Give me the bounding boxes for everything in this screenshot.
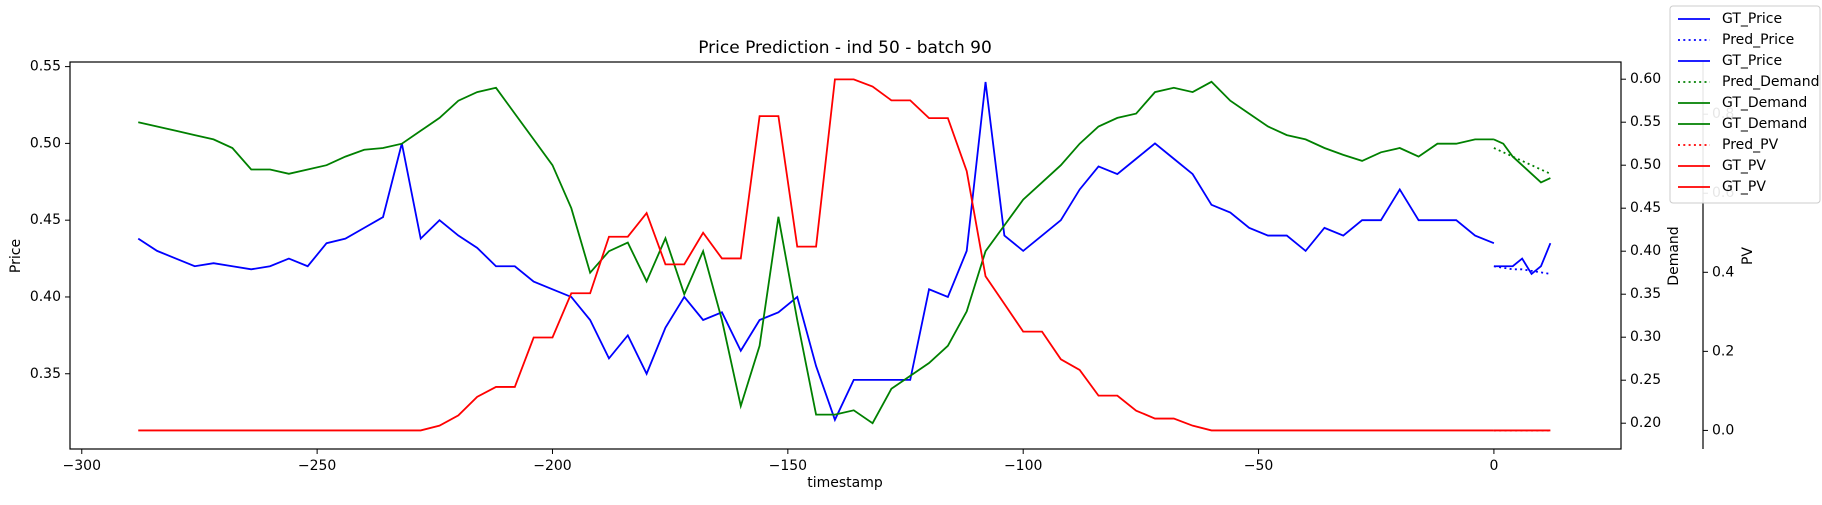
legend-label: Pred_PV (1722, 137, 1779, 153)
legend-label: Pred_Demand (1722, 74, 1820, 90)
y3-tick-label: 0.0 (1712, 422, 1734, 438)
legend-label: Pred_Price (1722, 32, 1794, 48)
y2-tick-label: 0.20 (1630, 415, 1661, 431)
y2-axis-label: Demand (1666, 226, 1682, 285)
series-line (138, 80, 1494, 425)
y2-tick-label: 0.55 (1630, 114, 1661, 130)
series-line (137, 81, 1495, 423)
y2-tick-label: 0.30 (1630, 329, 1661, 345)
x-tick-label: −150 (769, 458, 807, 474)
y-tick-label: 0.50 (30, 135, 61, 151)
x-tick-label: −50 (1244, 458, 1274, 474)
y2-tick-label: 0.45 (1630, 200, 1661, 216)
chart-title: Price Prediction - ind 50 - batch 90 (698, 38, 992, 58)
legend-label: GT_PV (1722, 158, 1766, 174)
y3-tick-label: 0.4 (1712, 264, 1734, 280)
x-tick-label: −100 (1004, 458, 1042, 474)
x-tick-label: −250 (298, 458, 336, 474)
y2-tick-label: 0.40 (1630, 243, 1661, 259)
y-axis-label: Price (8, 239, 24, 273)
plot-frame (69, 61, 1622, 450)
y2-tick-label: 0.25 (1630, 372, 1661, 388)
series-line (138, 78, 1494, 432)
y-tick-label: 0.55 (30, 59, 61, 75)
series-line (1493, 242, 1552, 276)
x-tick-label: −200 (533, 458, 571, 474)
legend-label: GT_Demand (1722, 95, 1807, 111)
y2-tick-label: 0.60 (1630, 71, 1661, 87)
y3-tick-label: 0.2 (1712, 343, 1734, 359)
legend-label: GT_Price (1722, 11, 1782, 27)
x-axis-label: timestamp (807, 475, 883, 491)
y3-axis-label: PV (1740, 247, 1756, 265)
x-tick-label: −300 (63, 458, 101, 474)
y-tick-label: 0.45 (30, 212, 61, 228)
series-line (1493, 138, 1551, 184)
y2-tick-label: 0.35 (1630, 286, 1661, 302)
y-tick-label: 0.35 (30, 366, 61, 382)
legend-box (1669, 5, 1821, 204)
y2-tick-label: 0.50 (1630, 157, 1661, 173)
y-tick-label: 0.40 (30, 289, 61, 305)
x-tick-label: 0 (1489, 458, 1498, 474)
legend: GT_Price Pred_Price GT_Price Pred_Demand GT_… (1669, 5, 1821, 204)
legend-label: GT_Demand (1722, 116, 1807, 132)
legend-label: GT_Price (1722, 53, 1782, 69)
legend-label: GT_PV (1722, 179, 1766, 195)
series-line (1493, 147, 1551, 175)
series-line (1493, 265, 1551, 275)
